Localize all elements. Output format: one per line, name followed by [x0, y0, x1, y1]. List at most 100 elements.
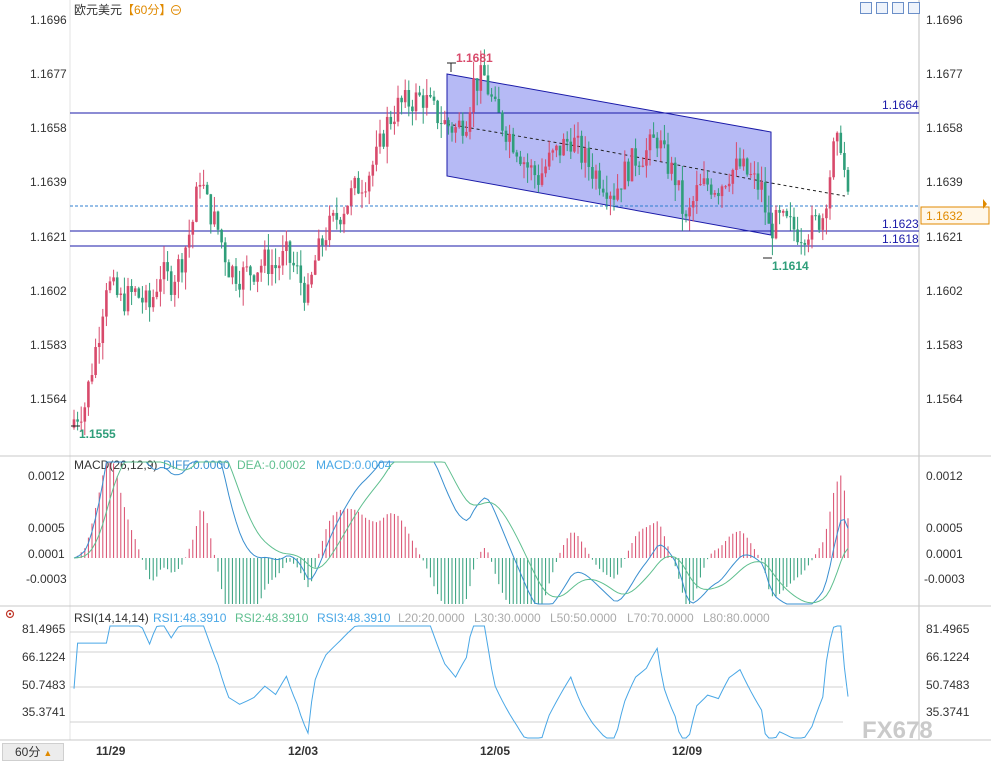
rsi-right-tick: 66.1224: [926, 650, 970, 664]
candle-body: [605, 192, 609, 199]
period-selector-button[interactable]: 60分 ▲: [2, 743, 64, 761]
rsi-l70-value: L70:70.0000: [627, 611, 694, 625]
time-tick: 12/09: [672, 744, 702, 758]
candle-body: [130, 286, 133, 292]
candle-body: [76, 419, 79, 422]
macd-diff-value: DIFF:0.0000: [163, 458, 230, 472]
candle-body: [461, 120, 465, 136]
candle-body: [763, 182, 767, 213]
candle-body: [547, 152, 551, 167]
candle-body: [144, 290, 148, 303]
candle-body: [331, 212, 335, 216]
left-price-tick: 1.1583: [30, 338, 67, 352]
candle-body: [814, 215, 817, 217]
candle-body: [562, 138, 565, 156]
candle-body: [735, 158, 738, 170]
candle-body: [789, 216, 792, 218]
candle-body: [468, 112, 472, 132]
trend-dashed-line: [446, 123, 846, 197]
layout-tool-icon[interactable]: [892, 2, 904, 14]
candle-body: [612, 195, 616, 200]
time-axis: 11/29 12/03 12/05 12/09: [96, 744, 702, 758]
candle-body: [288, 241, 292, 263]
fullscreen-tool-icon[interactable]: [908, 2, 920, 14]
rsi-right-tick: 50.7483: [926, 678, 970, 692]
candle-body: [443, 120, 447, 124]
candle-body: [411, 106, 414, 112]
watermark-brand: FX678: [862, 717, 933, 744]
candle-body: [475, 78, 479, 91]
candle-body: [353, 177, 357, 189]
candle-body: [324, 240, 328, 246]
candle-body: [166, 262, 169, 272]
candle-body: [472, 78, 475, 113]
right-price-tick: 1.1621: [926, 230, 963, 244]
candle-body: [342, 213, 346, 225]
candle-body: [709, 184, 713, 195]
candle-body: [101, 316, 105, 344]
high-marker: [447, 62, 456, 72]
candle-body: [393, 121, 396, 125]
candle-body: [112, 277, 115, 282]
candle-body: [317, 238, 321, 261]
candle-body: [681, 180, 684, 214]
candle-body: [429, 95, 432, 97]
candle-body: [421, 95, 425, 108]
candle-body: [450, 126, 454, 133]
candle-body: [148, 290, 151, 308]
candle-body: [760, 182, 763, 190]
candle-body: [609, 195, 612, 199]
period-label[interactable]: 【60分】: [122, 3, 171, 17]
candle-body: [749, 173, 753, 175]
candle-body: [216, 211, 220, 230]
candle-body: [227, 262, 231, 278]
macd-dea-value: DEA:-0.0002: [237, 458, 306, 472]
candle-body: [115, 277, 119, 296]
macd-dea-line: [73, 461, 849, 604]
candle-body: [558, 145, 562, 156]
crosshair-tool-icon[interactable]: [860, 2, 872, 14]
candle-body: [526, 162, 529, 168]
candle-body: [202, 184, 205, 186]
candle-body: [198, 184, 202, 187]
candle-body: [821, 218, 825, 230]
candle-body: [306, 284, 310, 303]
candle-body: [151, 297, 155, 308]
candle-body: [756, 173, 760, 190]
left-price-tick: 1.1658: [30, 121, 67, 135]
candle-body: [807, 239, 810, 245]
candle-body: [501, 112, 504, 131]
period-dropdown-icon[interactable]: [171, 5, 181, 15]
candle-body: [126, 286, 130, 312]
candle-body: [490, 94, 493, 97]
candle-body: [627, 161, 630, 182]
right-price-axis: 1.1696 1.1677 1.1658 1.1639 1.1621 1.160…: [926, 13, 963, 406]
candle-body: [673, 162, 677, 186]
rsi-settings-icon[interactable]: [5, 609, 15, 619]
candle-body: [641, 165, 645, 167]
candle-body: [400, 97, 403, 103]
left-price-tick: 1.1564: [30, 392, 67, 406]
candle-body: [231, 266, 234, 278]
candle-body: [580, 135, 583, 163]
macd-left-tick: 0.0001: [28, 547, 65, 561]
candle-body: [508, 133, 511, 142]
candle-body: [832, 141, 835, 178]
candle-body: [375, 146, 378, 165]
macd-right-tick: 0.0012: [926, 469, 963, 483]
candle-body: [364, 191, 367, 193]
candle-body: [385, 116, 389, 147]
rsi-left-tick: 35.3741: [22, 705, 66, 719]
candle-body: [184, 247, 187, 273]
time-tick: 11/29: [96, 744, 126, 758]
candle-body: [493, 96, 497, 99]
candle-body: [781, 210, 785, 213]
candle-body: [731, 169, 735, 184]
candle-body: [123, 293, 126, 312]
period-selector-label: 60分: [15, 745, 41, 759]
candle-body: [339, 219, 342, 225]
zoom-tool-icon[interactable]: [876, 2, 888, 14]
candle-body: [310, 274, 313, 285]
candle-body: [133, 288, 137, 292]
